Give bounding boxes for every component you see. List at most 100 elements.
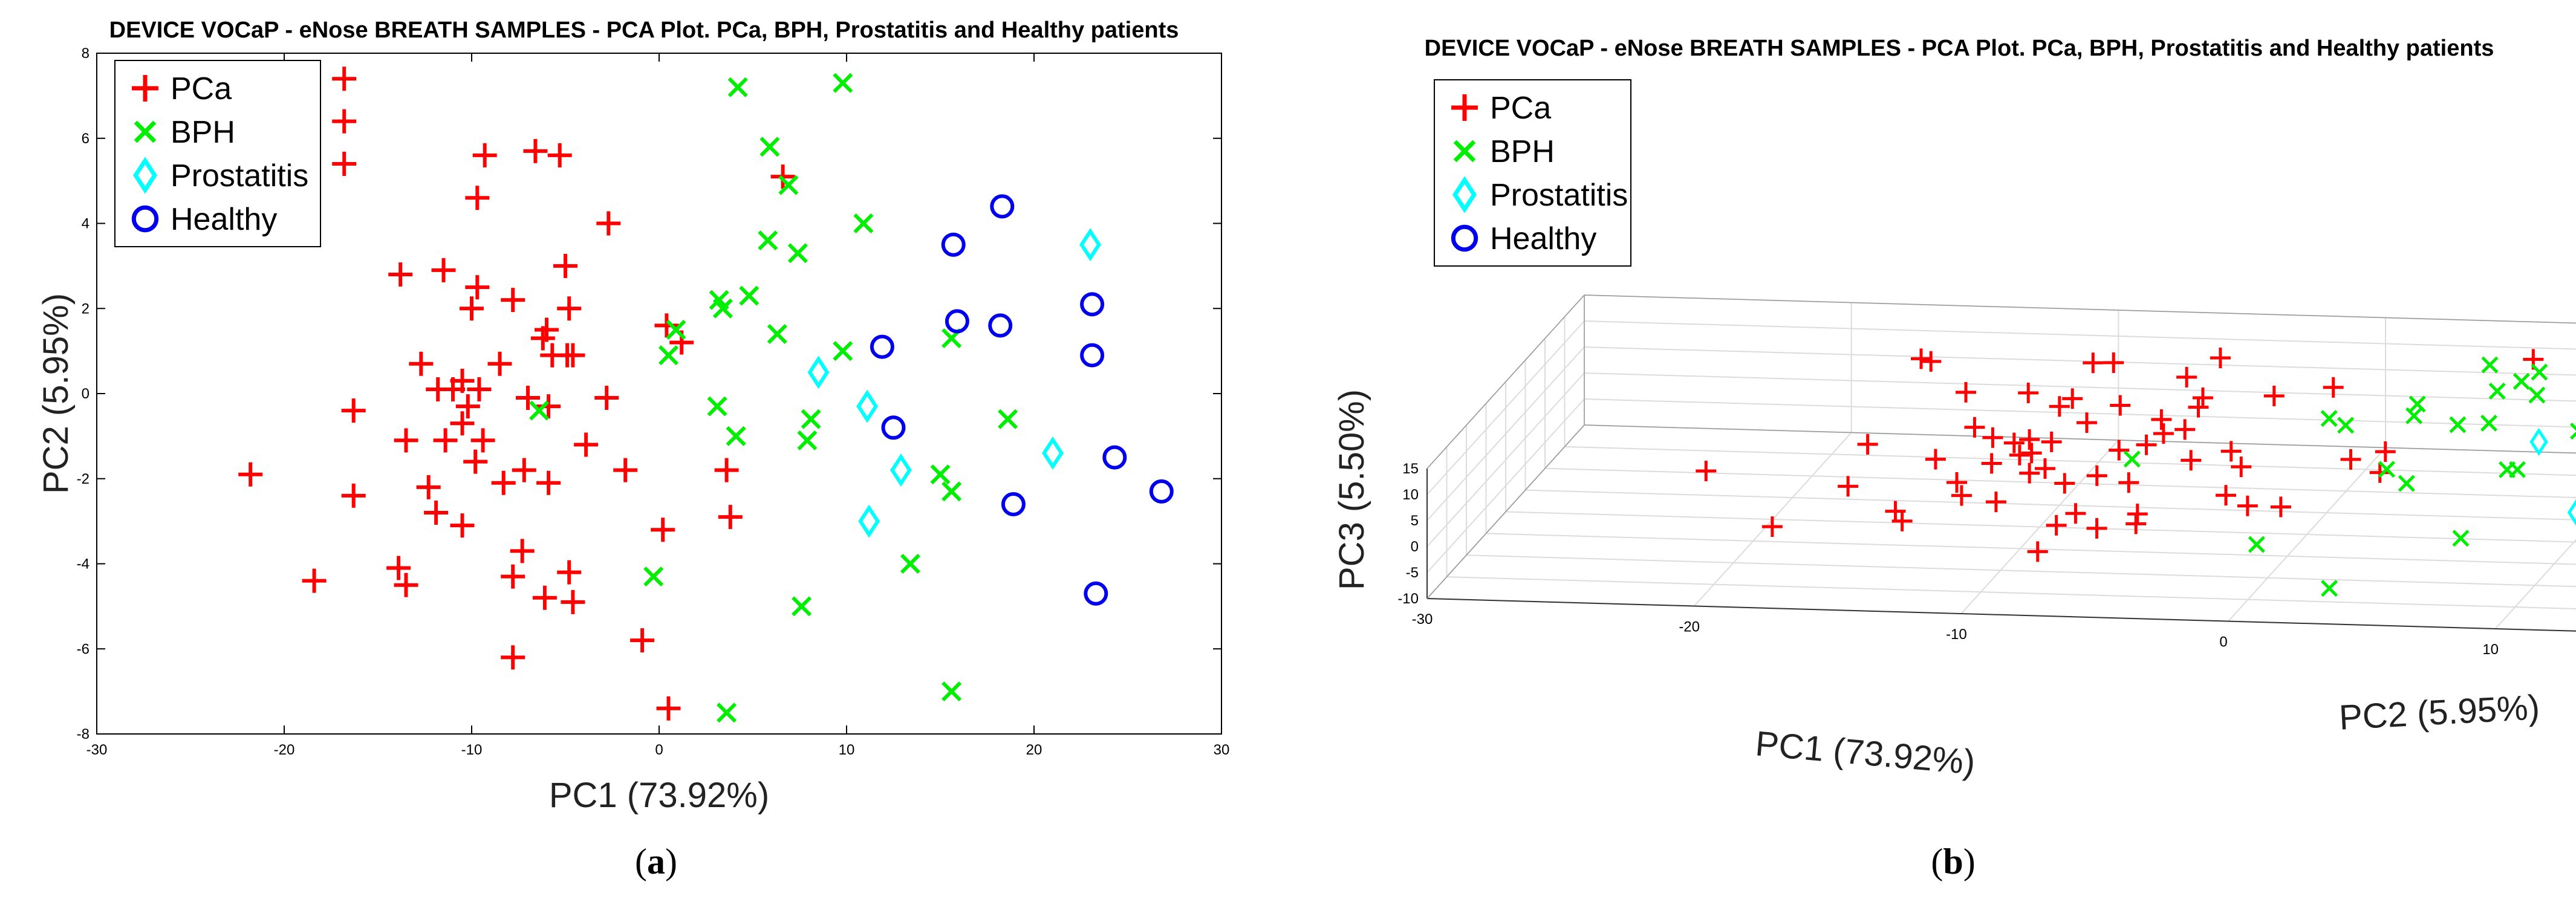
panel-a-point-pca bbox=[770, 164, 795, 189]
panel-a-point-pca bbox=[530, 326, 555, 351]
panel-a-point-pca bbox=[561, 589, 585, 614]
panel-a-point-bph bbox=[767, 323, 787, 344]
panel-a-x-tick-label: -20 bbox=[274, 742, 295, 758]
panel-a-point-pca bbox=[394, 573, 418, 597]
panel-b-point-pca bbox=[1981, 453, 2002, 474]
panel-a-point-bph bbox=[900, 553, 920, 574]
panel-a-point-pca bbox=[553, 253, 577, 278]
panel-b-point-pca bbox=[1925, 449, 1946, 470]
panel-b-point-pca bbox=[1911, 348, 1931, 369]
panel-b-x-tick-label: 10 bbox=[2482, 641, 2499, 658]
panel-b-point-bph bbox=[2337, 417, 2355, 434]
panel-b-point-pca bbox=[2340, 449, 2361, 470]
panel-b-y-axis-label: PC2 (5.95%) bbox=[2338, 687, 2540, 737]
panel-a-legend: PCa BPH Prostatitis Healthy bbox=[114, 60, 321, 247]
panel-b-box-edge bbox=[1584, 424, 2576, 454]
panel-a-legend-marker-prostatitis bbox=[132, 157, 158, 194]
panel-b-point-pca bbox=[2127, 504, 2148, 525]
panel-b-point-pca bbox=[1838, 476, 1859, 497]
panel-a-point-pca bbox=[467, 377, 492, 401]
panel-b-z-tick-label: -5 bbox=[1406, 565, 1419, 581]
panel-b-legend-label-healthy: Healthy bbox=[1490, 221, 1596, 256]
panel-b-z-tick-label: 5 bbox=[1411, 513, 1419, 529]
panel-a-y-tick-label: 8 bbox=[82, 45, 89, 62]
panel-a-legend-marker-healthy bbox=[131, 205, 159, 233]
panel-a-point-healthy bbox=[1102, 445, 1127, 470]
panel-b-point-pca bbox=[1956, 381, 1976, 403]
panel-a-point-pca bbox=[341, 398, 366, 423]
panel-a-point-bph bbox=[787, 243, 808, 264]
panel-a-point-pca bbox=[516, 386, 540, 411]
panel-b-point-pca bbox=[2153, 423, 2174, 444]
panel-b-point-pca bbox=[2054, 473, 2075, 494]
panel-a-x-tick-label: 30 bbox=[1214, 742, 1230, 758]
panel-b-point-bph bbox=[2248, 536, 2265, 553]
panel-a-y-tick-label: -4 bbox=[77, 556, 89, 573]
panel-b-title: DEVICE VOCaP - eNose BREATH SAMPLES - PC… bbox=[1425, 36, 2494, 61]
panel-a-point-pca bbox=[487, 351, 512, 376]
panel-a-point-healthy bbox=[881, 415, 906, 440]
panel-b-point-bph bbox=[2320, 410, 2338, 427]
panel-a-point-bph bbox=[712, 298, 733, 319]
panel-b-point-pca bbox=[2174, 419, 2196, 440]
panel-a-point-pca bbox=[574, 432, 599, 457]
panel-a-point-prostatitis bbox=[858, 504, 880, 538]
panel-b-point-pca bbox=[1947, 472, 1967, 493]
panel-a-point-bph bbox=[759, 137, 780, 157]
panel-b-point-bph bbox=[2123, 450, 2141, 468]
panel-b-point-pca bbox=[1982, 427, 2003, 448]
panel-b-point-pca bbox=[2046, 514, 2067, 536]
panel-b-point-pca bbox=[2009, 444, 2030, 466]
panel-a-point-pca bbox=[332, 109, 357, 134]
panel-a-y-tick-label: 6 bbox=[82, 131, 89, 147]
panel-a-point-prostatitis bbox=[807, 355, 830, 389]
panel-b-point-pca bbox=[2109, 440, 2130, 461]
panel-b-point-pca bbox=[2231, 456, 2252, 478]
panel-a-point-bph bbox=[529, 400, 550, 421]
panel-b-point-pca bbox=[2237, 495, 2258, 516]
panel-b-point-bph bbox=[2481, 356, 2499, 374]
panel-b-point-bph bbox=[2499, 461, 2516, 478]
panel-a-point-pca bbox=[455, 394, 480, 419]
panel-a-point-bph bbox=[853, 213, 874, 234]
panel-b-point-pca bbox=[2027, 541, 2048, 562]
panel-a-point-bph bbox=[930, 464, 951, 485]
panel-a-point-pca bbox=[472, 143, 497, 167]
panel-b-point-bph bbox=[2378, 461, 2396, 478]
panel-a-point-pca bbox=[409, 351, 434, 376]
panel-a-y-tick-label: 2 bbox=[82, 300, 89, 317]
panel-b-z-tick-label: 0 bbox=[1411, 539, 1419, 555]
panel-b-legend-box bbox=[1434, 79, 1631, 267]
panel-b-grid-line bbox=[1584, 398, 2576, 428]
panel-b-point-prostatitis bbox=[2567, 499, 2576, 526]
panel-b-point-pca bbox=[2041, 431, 2062, 452]
panel-a-point-bph bbox=[658, 345, 679, 366]
panel-b-point-pca bbox=[2151, 409, 2172, 430]
panel-b-point-pca bbox=[2086, 518, 2107, 539]
panel-a-point-pca bbox=[450, 513, 475, 538]
panel-b-point-pca bbox=[2065, 503, 2086, 524]
panel-b-z-tick-label: -10 bbox=[1397, 591, 1419, 607]
panel-b-legend-marker-pca bbox=[1451, 94, 1478, 121]
panel-b-3d-box-and-grid bbox=[1426, 294, 2576, 632]
panel-a-point-bph bbox=[643, 566, 664, 587]
panel-a-legend-label-pca: PCa bbox=[171, 71, 232, 106]
panel-a-point-pca bbox=[547, 143, 572, 167]
panel-b-grid-line bbox=[1564, 446, 2576, 476]
panel-b-point-bph bbox=[2452, 530, 2470, 547]
panel-a-point-pca bbox=[332, 151, 357, 176]
panel-a-markers bbox=[238, 67, 1174, 723]
panel-a-point-bph bbox=[758, 230, 778, 251]
panel-b-grid-line bbox=[1426, 372, 1585, 547]
panel-a-legend-label-prostatitis: Prostatitis bbox=[171, 158, 308, 193]
panel-a-point-pca bbox=[718, 505, 743, 530]
panel-a-point-pca bbox=[341, 483, 366, 508]
panel-b-legend-marker-bph bbox=[1453, 140, 1476, 163]
panel-b-point-pca bbox=[2176, 366, 2197, 388]
panel-a-point-pca bbox=[463, 449, 488, 474]
panel-b-point-pca bbox=[2103, 352, 2124, 373]
panel-b-grid-line bbox=[1426, 320, 1585, 495]
panel-a-point-bph bbox=[833, 341, 853, 362]
panel-b-grid-line bbox=[1584, 372, 2576, 402]
panel-a-point-pca bbox=[557, 296, 582, 321]
